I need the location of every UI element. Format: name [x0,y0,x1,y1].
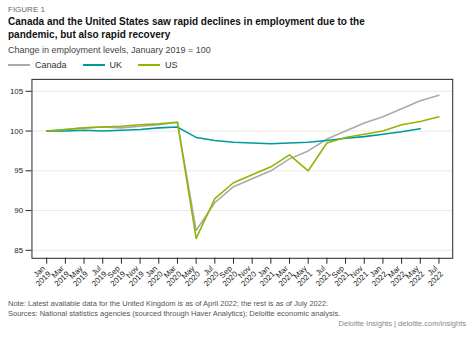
svg-text:Jan2022: Jan2022 [365,264,389,288]
html-text:2021: 2021 [276,269,296,289]
svg-text:105: 105 [10,87,24,96]
html-text:Mar: Mar [49,264,66,280]
html-text:Mar: Mar [274,264,290,280]
html-text:Change in employment levels, J: Change in employment levels, January 201… [8,45,211,55]
svg-text:Jul2019: Jul2019 [84,264,108,288]
html-text:Canada: Canada [35,60,67,70]
svg-text:95: 95 [14,166,23,175]
svg-text:90: 90 [14,206,23,215]
html-text:Note: Latest available data fo: Note: Latest available data for the Unit… [8,299,329,309]
svg-text:May2020: May2020 [178,264,203,289]
html-text:Deloitte Insights | deloitte.c: Deloitte Insights | deloitte.com/insight… [338,319,466,329]
html-text:2022: 2022 [388,269,408,289]
svg-text:Sep2021: Sep2021 [327,264,352,289]
svg-text:Nov2021: Nov2021 [346,264,370,288]
svg-text:Nov2020: Nov2020 [234,264,259,289]
svg-text:Jul2022: Jul2022 [421,264,445,288]
svg-text:Jan2019: Jan2019 [28,264,52,288]
html-text:Sources: National statistics a: Sources: National statistics agencies (s… [8,309,341,319]
html-text:Mar: Mar [161,264,178,280]
svg-text:May2019: May2019 [66,264,90,288]
html-text:FIGURE 1: FIGURE 1 [8,5,45,14]
svg-text:Sep2019: Sep2019 [103,264,128,289]
html-text:UK: UK [109,60,122,70]
svg-text:Jul2020: Jul2020 [196,264,221,289]
svg-text:Nov2019: Nov2019 [122,264,146,288]
html-text:US: US [165,60,178,70]
svg-text:85: 85 [14,246,23,255]
html-text:Mar: Mar [386,264,402,280]
svg-text:100: 100 [10,127,24,136]
html-text:Canada and the United States s: Canada and the United States saw rapid d… [8,16,365,40]
svg-text:Jan2021: Jan2021 [253,264,277,288]
svg-text:Sep2020: Sep2020 [215,264,240,289]
html-text:2019: 2019 [52,269,72,289]
svg-text:May2021: May2021 [290,264,314,288]
svg-text:Jan2020: Jan2020 [140,264,165,289]
html-text:2020: 2020 [164,269,184,289]
svg-text:Jul2021: Jul2021 [309,264,333,288]
svg-text:May2022: May2022 [402,264,426,288]
